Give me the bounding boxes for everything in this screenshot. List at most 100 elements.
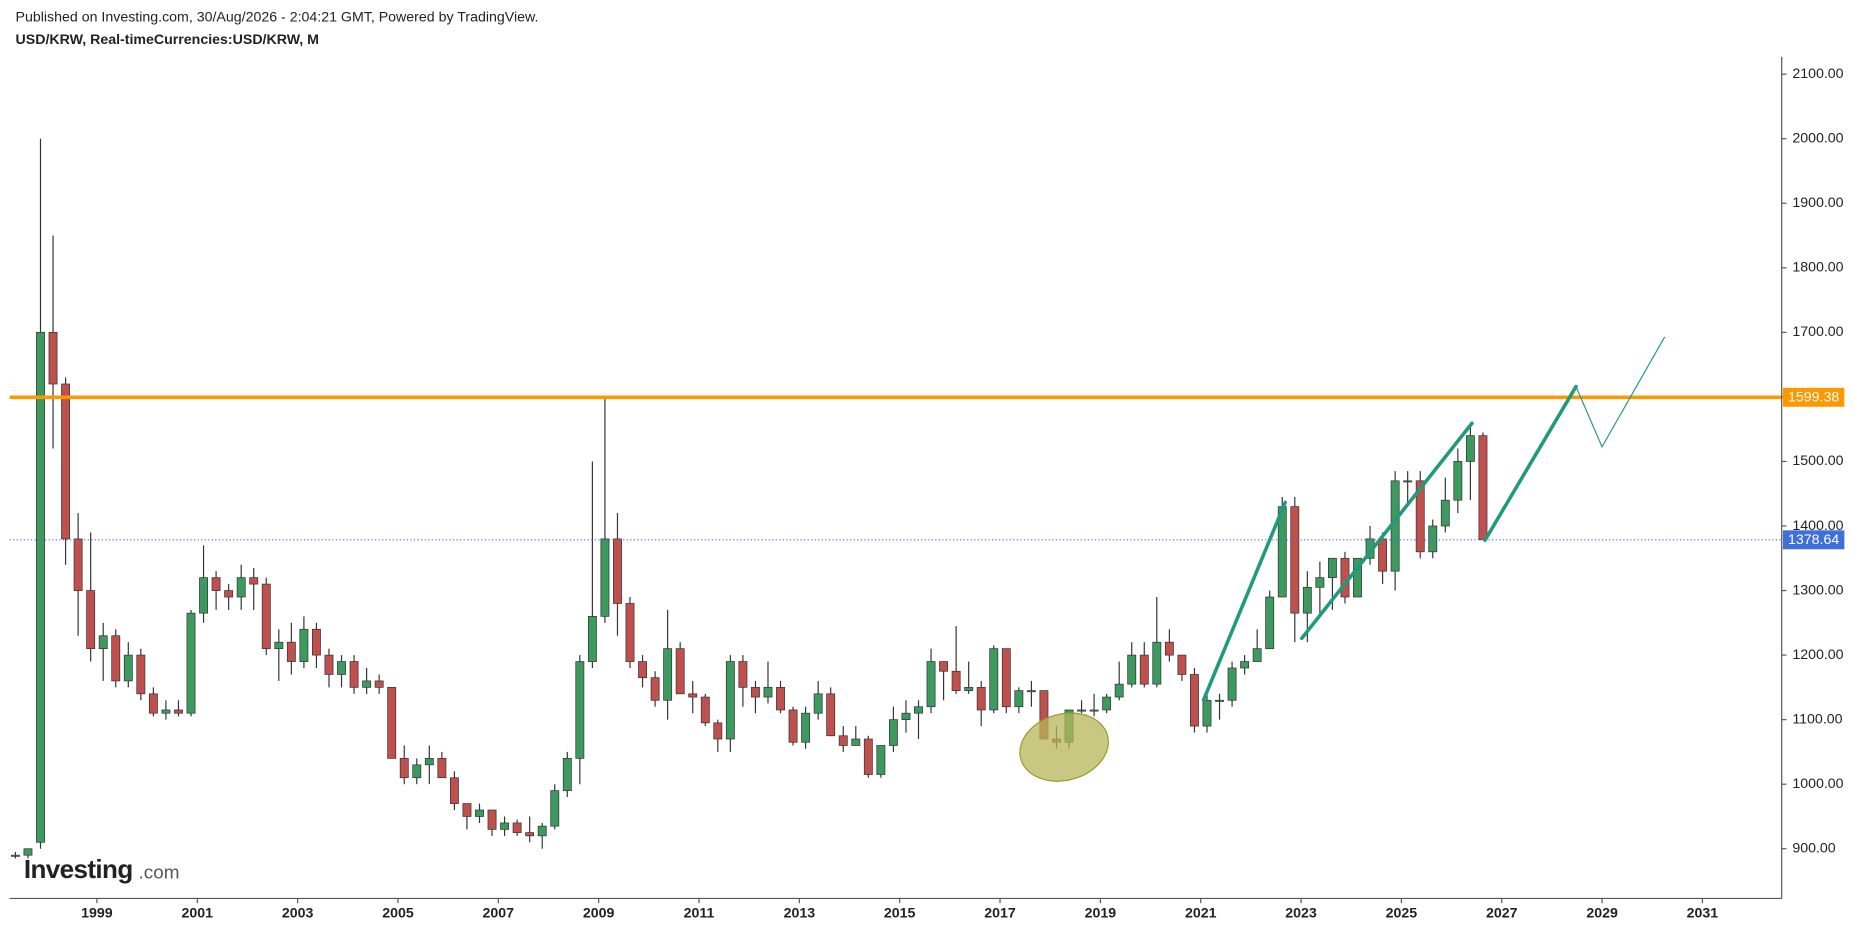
- title: USD/KRW, Real-timeCurrencies:USD/KRW, M: [16, 32, 319, 48]
- candle-body: [939, 661, 949, 672]
- candle-body: [550, 790, 560, 827]
- x-tick-label: 1999: [81, 906, 113, 922]
- candle-body: [299, 628, 309, 662]
- y-tick-label: 1900.00: [1792, 195, 1843, 211]
- price-label-box: [1782, 530, 1845, 550]
- candle-body: [1403, 480, 1413, 483]
- candle-body: [838, 735, 848, 746]
- candle-body: [174, 709, 183, 714]
- candle-body: [863, 738, 873, 775]
- candle-body: [776, 687, 785, 711]
- candle-body: [249, 577, 259, 585]
- candle-body: [989, 648, 999, 711]
- candle-body: [449, 777, 459, 804]
- x-tick-label: 2009: [583, 906, 615, 922]
- candle-body: [688, 693, 698, 698]
- candle-body: [1190, 674, 1199, 727]
- subtitle: Published on Investing.com, 30/Aug/2026 …: [16, 9, 539, 25]
- price-label: 1378.64: [1788, 532, 1839, 548]
- axis-labels: 900.00 1000.00 1100.00 1200.00 1300.00 1400.0…: [81, 66, 1845, 922]
- candle-body: [575, 661, 585, 759]
- candle-body: [888, 719, 898, 746]
- x-tick-label: 2013: [784, 906, 816, 922]
- y-tick-label: 1200.00: [1792, 647, 1843, 663]
- candle-body: [1077, 709, 1086, 712]
- candle-body: [826, 693, 836, 737]
- candle-body: [738, 661, 748, 688]
- candle-body: [525, 832, 535, 837]
- candle-body: [663, 648, 673, 701]
- candle-body: [186, 612, 196, 714]
- x-tick-label: 2011: [684, 906, 715, 922]
- y-tick-label: 2000.00: [1792, 130, 1843, 146]
- candle-body: [123, 654, 133, 682]
- candle-body: [1114, 683, 1124, 698]
- y-tick-label: 1000.00: [1792, 776, 1843, 792]
- candle-body: [1378, 538, 1388, 572]
- x-tick-label: 2029: [1586, 906, 1618, 922]
- candle-body: [475, 809, 484, 817]
- x-tick-label: 2003: [282, 906, 314, 922]
- candle-body: [1227, 667, 1237, 701]
- candle-body: [1089, 709, 1099, 712]
- candle-body: [424, 758, 434, 766]
- candle-body: [161, 709, 171, 714]
- candle-body: [136, 654, 146, 695]
- candle-body: [487, 809, 497, 830]
- logo-main: Investing: [24, 854, 133, 884]
- candle-body: [700, 696, 710, 724]
- candle-body: [61, 383, 71, 540]
- x-tick-label: 2023: [1285, 906, 1317, 922]
- candle-body: [1215, 699, 1224, 702]
- candle-body: [751, 687, 760, 698]
- y-tick-label: 900.00: [1792, 840, 1835, 856]
- candle-body: [587, 616, 597, 662]
- candle-body: [23, 848, 33, 856]
- candle-body: [462, 803, 472, 817]
- y-tick-label: 1800.00: [1792, 260, 1843, 276]
- candle-body: [500, 822, 510, 830]
- candle-body: [236, 577, 246, 598]
- candle-body: [600, 538, 610, 617]
- y-tick-label: 2100.00: [1792, 66, 1843, 82]
- candle-body: [1465, 435, 1475, 462]
- candle-body: [926, 661, 936, 708]
- candle-body: [625, 603, 635, 662]
- candle-body: [1290, 506, 1300, 614]
- projection-line: [1575, 336, 1666, 449]
- highlight-ellipse: [1019, 712, 1109, 782]
- candle-body: [1265, 596, 1275, 650]
- candle-body: [437, 758, 447, 779]
- candle-body: [638, 661, 647, 679]
- candle-body: [650, 677, 660, 701]
- candle-body: [1102, 696, 1112, 711]
- x-tick-label: 2021: [1185, 906, 1217, 922]
- candle-body: [1453, 461, 1463, 501]
- price-label: 1599.38: [1788, 390, 1839, 406]
- y-tick-label: 1100.00: [1792, 711, 1842, 727]
- candle-body: [876, 745, 886, 775]
- candle-body: [512, 822, 522, 833]
- candle-body: [286, 641, 296, 662]
- candle-body: [675, 648, 685, 695]
- candle-body: [901, 712, 911, 721]
- candle-body: [964, 687, 974, 691]
- x-tick-label: 2017: [984, 906, 1016, 922]
- candle-body: [36, 332, 45, 843]
- candle-body: [312, 628, 321, 656]
- candle-body: [788, 709, 798, 743]
- candle-body: [1139, 654, 1149, 685]
- candle-body: [763, 687, 773, 698]
- candle-body: [199, 577, 208, 614]
- candle-body: [10, 854, 20, 857]
- candle-body: [98, 635, 108, 650]
- y-tick-label: 1500.00: [1792, 453, 1843, 469]
- x-tick-label: 2001: [182, 906, 214, 922]
- candle-body: [1327, 557, 1337, 578]
- x-tick-label: 2005: [382, 906, 414, 922]
- candle-body: [399, 758, 409, 779]
- candle-body: [713, 722, 723, 740]
- plot-area: [9, 138, 1782, 859]
